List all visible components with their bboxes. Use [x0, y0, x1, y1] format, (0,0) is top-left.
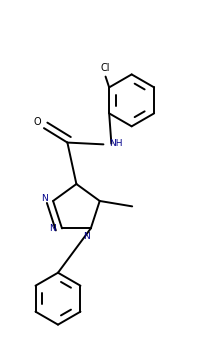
Text: N: N	[83, 232, 90, 241]
Text: Cl: Cl	[101, 62, 110, 73]
Text: NH: NH	[109, 139, 123, 148]
Text: O: O	[34, 117, 41, 127]
Text: N: N	[41, 193, 47, 203]
Text: N: N	[50, 224, 56, 233]
